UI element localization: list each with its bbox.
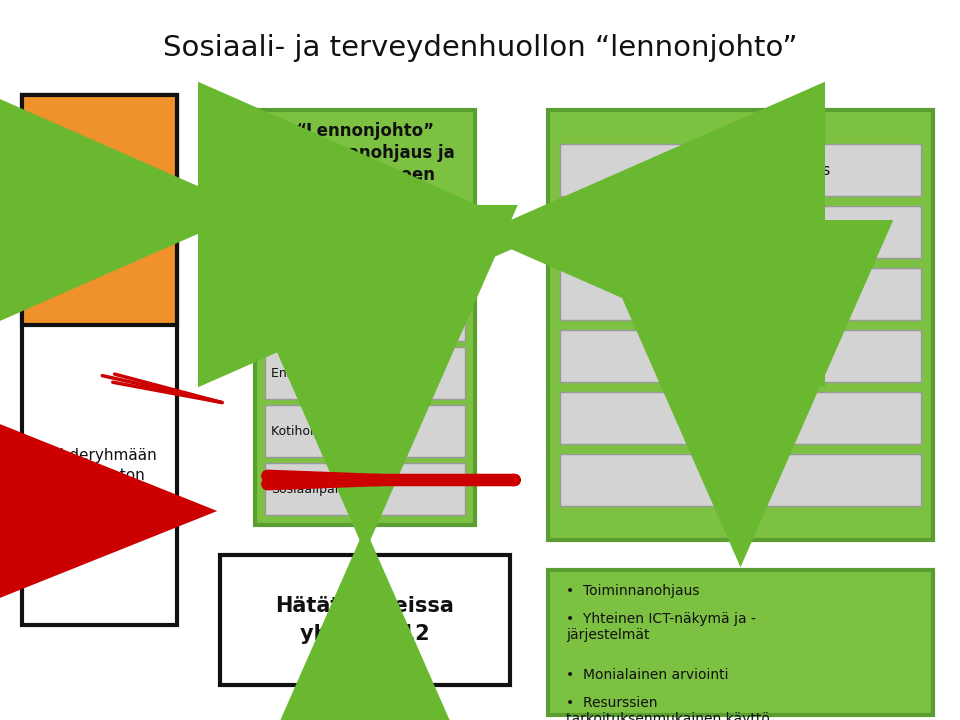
Bar — [22, 95, 177, 625]
Text: Akuuttipäivystys: Akuuttipäivystys — [677, 410, 804, 426]
Bar — [560, 268, 921, 320]
Text: •  Toiminnanohjaus: • Toiminnanohjaus — [566, 584, 700, 598]
Text: Hätätilanteissa
yhteys 112: Hätätilanteissa yhteys 112 — [276, 596, 454, 644]
Bar — [265, 347, 465, 399]
Bar — [560, 454, 921, 506]
Text: “Lennonjohto”
Toiminnanohjaus ja
palvelutarpeen
koordinointi: “Lennonjohto” Toiminnanohjaus ja palvelu… — [276, 122, 455, 207]
Text: Kiireellinen
palveluohjaus: Kiireellinen palveluohjaus — [271, 301, 358, 329]
Bar — [548, 110, 933, 540]
Text: Kotihoito: Kotihoito — [707, 225, 775, 240]
Bar — [560, 144, 921, 196]
Bar — [265, 463, 465, 515]
Text: Sosiaalitoimi: Sosiaalitoimi — [692, 348, 789, 364]
Text: Kohderyhmään
kuulumaton
kansalainen: Kohderyhmään kuulumaton kansalainen — [41, 448, 157, 503]
Text: •  Yhteinen ICT-näkymä ja -
järjestelmät: • Yhteinen ICT-näkymä ja - järjestelmät — [566, 612, 756, 642]
Text: Lääkärikonsultaatiot: Lääkärikonsultaatiot — [662, 287, 818, 302]
Text: Ensihoidon kenttäjohto: Ensihoidon kenttäjohto — [271, 366, 415, 379]
Text: •  Monialainen arviointi: • Monialainen arviointi — [566, 668, 729, 682]
Bar — [560, 392, 921, 444]
Text: Kohderyhmän
ennakoimaton
palvelutarve: Kohderyhmän ennakoimaton palvelutarve — [40, 177, 158, 243]
Text: Kiireetön palveluohjaus: Kiireetön palveluohjaus — [651, 163, 830, 178]
Bar — [560, 206, 921, 258]
Bar — [265, 289, 465, 341]
Text: Kotihoidon Yhteyspiste: Kotihoidon Yhteyspiste — [271, 425, 414, 438]
Bar — [220, 555, 510, 685]
Bar — [22, 95, 177, 325]
Bar — [265, 405, 465, 457]
Bar — [255, 110, 475, 525]
Bar — [548, 570, 933, 715]
Text: •  Resurssien
tarkoituksenmukainen käyttö: • Resurssien tarkoituksenmukainen käyttö — [566, 696, 770, 720]
Text: Sosiaali- ja terveydenhuollon “lennonjohto”: Sosiaali- ja terveydenhuollon “lennonjoh… — [163, 34, 797, 62]
Text: Ensihoito: Ensihoito — [706, 472, 776, 487]
Bar — [560, 330, 921, 382]
Text: Sosiaalipäivystys: Sosiaalipäivystys — [271, 482, 378, 495]
